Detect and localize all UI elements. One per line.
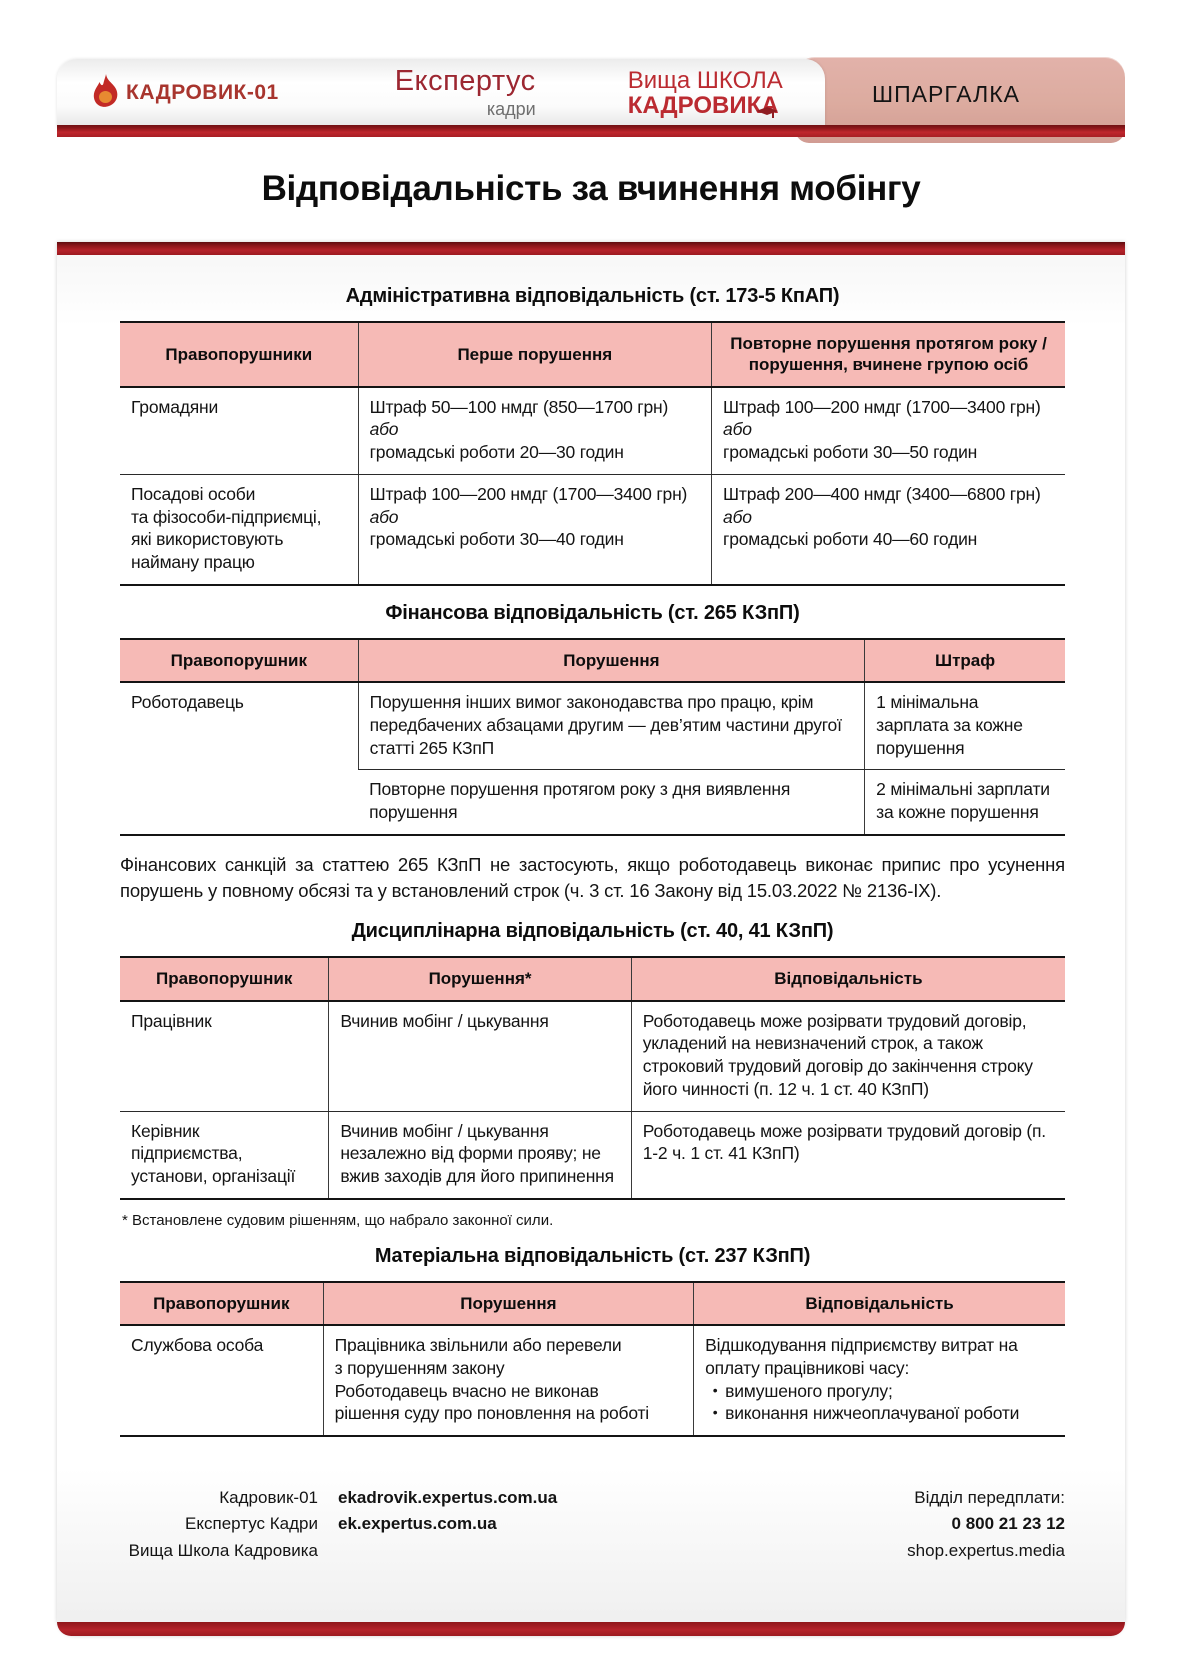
table-row: Громадяни Штраф 50—100 нмдг (850—1700 гр… — [120, 386, 1065, 475]
violation-cell: Вчинив мобінг / цькування незалежно від … — [328, 1111, 632, 1200]
section-heading-financial: Фінансова відповідальність (ст. 265 КЗпП… — [385, 601, 800, 624]
violation-cell: Вчинив мобінг / цькування — [328, 1000, 632, 1112]
liability-cell: Роботодавець може розірвати трудовий дог… — [630, 1000, 1065, 1112]
column-header: Порушення — [322, 1280, 694, 1327]
kadrovik-logo: КАДРОВИК-01 — [93, 73, 279, 113]
card-top-red-bar — [57, 242, 1125, 255]
column-header: Відповідальність — [630, 956, 1065, 1002]
first-violation-cell: Штраф 100—200 нмдг (1700—3400 грн) або г… — [357, 474, 712, 586]
section-heading-administrative: Адміністративна відповідальність (ст. 17… — [345, 285, 840, 307]
column-header: Правопорушник — [120, 1280, 324, 1327]
column-header: Правопорушники — [120, 321, 359, 388]
expertus-logo-line1: Експертус — [394, 64, 536, 97]
court-decision-footnote: * Встановлене судовим рішенням, що набра… — [122, 1211, 554, 1229]
offender-cell: Керівник підприємства, установи, організ… — [120, 1111, 329, 1200]
bullet-icon: • — [712, 1381, 718, 1398]
table-row: Посадові особи та фізособи-підприємці, я… — [120, 474, 1065, 586]
kadrovik-logo-text: КАДРОВИК-01 — [126, 81, 279, 104]
footer-subscription: Відділ передплати: 0 800 21 23 12 shop.e… — [907, 1485, 1065, 1564]
bullet-item: • вимушеного прогулу; — [705, 1380, 1054, 1403]
footer: Кадровик-01 Експертус Кадри Вища Школа К… — [120, 1485, 1065, 1564]
section-heading-disciplinary: Дисциплінарна відповідальність (ст. 40, … — [351, 920, 834, 943]
table-header-row: Правопорушник Порушення Штраф — [120, 637, 1065, 684]
flame-icon — [93, 73, 119, 113]
expertus-logo: Експертус кадри — [394, 64, 536, 120]
fine-cell: 2 мінімальні зарплати за кожне порушення — [864, 769, 1065, 836]
header-red-divider — [57, 125, 1125, 137]
liability-cell: Відшкодування підприємству витрат на опл… — [693, 1325, 1065, 1438]
table-header-row: Правопорушники Перше порушення Повторне … — [120, 321, 1065, 388]
footer-brand-line: Кадровик-01 — [219, 1488, 318, 1508]
financial-sanctions-note: Фінансових санкцій за статтею 265 КЗпП н… — [120, 853, 1065, 902]
card-bottom-red-bar — [57, 1622, 1125, 1637]
disciplinary-table: Правопорушник Порушення* Відповідальніст… — [120, 956, 1065, 1200]
column-header: Штраф — [864, 637, 1065, 684]
violation-cell: Працівника звільнили або перевели з пору… — [322, 1325, 694, 1438]
offender-cell: Роботодавець — [120, 682, 359, 836]
bullet-item: • виконання нижчеоплачуваної роботи — [705, 1402, 1054, 1425]
footer-brand-line: Експертус Кадри — [185, 1514, 318, 1534]
column-header: Порушення* — [328, 956, 632, 1002]
offender-cell: Громадяни — [120, 386, 359, 475]
table-row: Керівник підприємства, установи, організ… — [120, 1111, 1065, 1200]
violation-cell: Повторне порушення протягом року з дня в… — [358, 769, 865, 836]
table-row: Працівник Вчинив мобінг / цькування Робо… — [120, 1000, 1065, 1112]
footer-brands: Кадровик-01 Експертус Кадри Вища Школа К… — [120, 1485, 318, 1564]
bullet-icon: • — [712, 1404, 718, 1421]
first-violation-cell: Штраф 50—100 нмдг (850—1700 грн) або гро… — [357, 386, 712, 475]
table-header-row: Правопорушник Порушення* Відповідальніст… — [120, 956, 1065, 1002]
section-heading-material: Матеріальна відповідальність (ст. 237 КЗ… — [374, 1244, 811, 1267]
financial-table: Правопорушник Порушення Штраф Роботодаве… — [120, 637, 1065, 836]
footer-website-url: ekadrovik.expertus.com.ua — [338, 1488, 558, 1508]
vyshcha-shkola-line2: КАДРОВИКА — [627, 92, 779, 119]
offender-cell: Службова особа — [120, 1325, 324, 1438]
material-table: Правопорушник Порушення Відповідальність… — [120, 1280, 1065, 1438]
expertus-logo-line2: кадри — [486, 98, 536, 119]
liability-cell: Роботодавець може розірвати трудовий дог… — [630, 1111, 1065, 1200]
repeat-violation-cell: Штраф 200—400 нмдг (3400—6800 грн) або г… — [711, 474, 1065, 586]
shpargalka-tab-label: ШПАРГАЛКА — [872, 81, 1020, 107]
table-row: Службова особа Працівника звільнили або … — [120, 1325, 1065, 1438]
page-title: Відповідальність за вчинення мобінгу — [261, 169, 921, 208]
vyshcha-shkola-line1: Вища ШКОЛА — [627, 66, 783, 94]
violation-cell: Порушення інших вимог законодавства про … — [357, 682, 865, 771]
footer-website-url: ek.expertus.com.ua — [338, 1514, 497, 1534]
cheat-sheet-page: ШПАРГАЛКА КАДРОВИК-01 Експертус кадри — [0, 57, 1182, 1637]
administrative-table: Правопорушники Перше порушення Повторне … — [120, 321, 1065, 586]
offender-cell: Посадові особи та фізособи-підприємці, я… — [120, 474, 359, 586]
header: ШПАРГАЛКА КАДРОВИК-01 Експертус кадри — [57, 57, 1125, 143]
footer-websites: ekadrovik.expertus.com.ua ek.expertus.co… — [338, 1485, 557, 1564]
footer-brand-line: Вища Школа Кадровика — [128, 1540, 318, 1560]
vyshcha-shkola-logo: Вища ШКОЛА КАДРОВИКА — [627, 66, 783, 119]
fine-cell: 1 мінімальна зарплата за кожне порушення — [864, 682, 1065, 771]
subscription-site: shop.expertus.media — [907, 1540, 1065, 1560]
content-card: Адміністративна відповідальність (ст. 17… — [57, 242, 1125, 1637]
table-row: Роботодавець Порушення інших вимог закон… — [120, 682, 1065, 836]
column-header: Правопорушник — [120, 956, 329, 1002]
column-header: Повторне порушення протягом року / поруш… — [711, 321, 1065, 388]
column-header: Відповідальність — [693, 1280, 1065, 1327]
header-logo-card: КАДРОВИК-01 Експертус кадри Вища ШКОЛА К… — [57, 59, 825, 127]
repeat-violation-cell: Штраф 100—200 нмдг (1700—3400 грн) або г… — [711, 386, 1065, 475]
column-header: Правопорушник — [120, 637, 359, 684]
column-header: Порушення — [357, 637, 865, 684]
table-header-row: Правопорушник Порушення Відповідальність — [120, 1280, 1065, 1327]
offender-cell: Працівник — [120, 1000, 329, 1112]
graduation-cap-icon — [755, 106, 778, 124]
subscription-phone: 0 800 21 23 12 — [951, 1514, 1065, 1534]
table-row: Повторне порушення протягом року з дня в… — [120, 769, 1065, 836]
subscription-label: Відділ передплати: — [914, 1488, 1065, 1508]
column-header: Перше порушення — [357, 321, 712, 388]
